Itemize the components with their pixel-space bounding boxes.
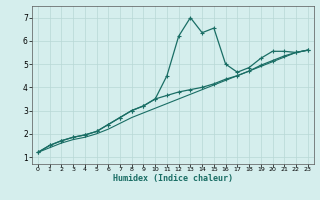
X-axis label: Humidex (Indice chaleur): Humidex (Indice chaleur) [113, 174, 233, 183]
